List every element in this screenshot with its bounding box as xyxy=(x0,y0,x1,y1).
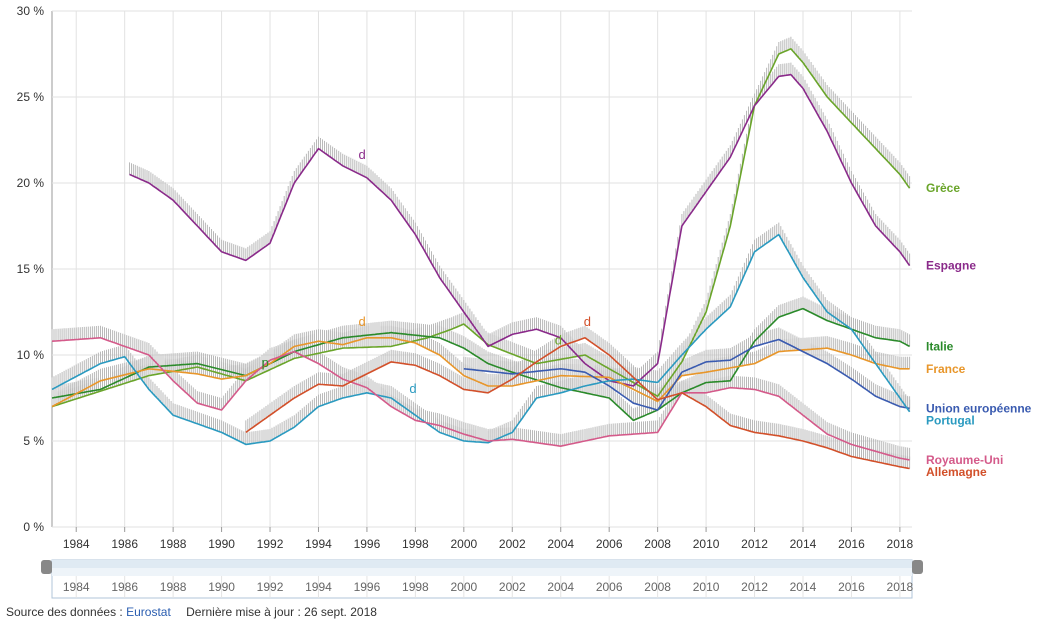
x-tick-label-1996: 1996 xyxy=(354,537,381,551)
legend-gr-ce[interactable]: Grèce xyxy=(926,181,960,195)
navigator-tick-label-2010: 2010 xyxy=(693,580,720,594)
legend-portugal[interactable]: Portugal xyxy=(926,413,975,427)
legend-italie[interactable]: Italie xyxy=(926,339,954,353)
navigator-tick-label-1988: 1988 xyxy=(160,580,187,594)
legend-union-europ-enne[interactable]: Union européenne xyxy=(926,401,1032,415)
navigator-tick-label-2000: 2000 xyxy=(450,580,477,594)
x-axis: 1984 1986 1988 1990 1992 1994 1996 1998 2000 2002… xyxy=(63,527,914,551)
annotation-5: p xyxy=(262,355,269,370)
legend-espagne[interactable]: Espagne xyxy=(926,259,976,273)
x-tick-label-1986: 1986 xyxy=(111,537,138,551)
line-gr-ce[interactable] xyxy=(51,48,911,408)
navigator-tick-label-2014: 2014 xyxy=(790,580,817,594)
y-tick-label-20: 20 % xyxy=(17,176,45,190)
navigator-right-handle[interactable] xyxy=(912,560,923,574)
source-link[interactable]: Eurostat xyxy=(126,605,171,619)
navigator-scrollbar-track[interactable] xyxy=(52,560,912,568)
navigator-tick-label-2008: 2008 xyxy=(644,580,671,594)
x-tick-label-1992: 1992 xyxy=(257,537,284,551)
navigator-tick-label-1996: 1996 xyxy=(354,580,381,594)
navigator-tick-label-1992: 1992 xyxy=(257,580,284,594)
x-tick-label-1994: 1994 xyxy=(305,537,332,551)
navigator-tick-label-1984: 1984 xyxy=(63,580,90,594)
legend-allemagne[interactable]: Allemagne xyxy=(926,465,987,479)
navigator-tick-label-1994: 1994 xyxy=(305,580,332,594)
line-royaume-uni[interactable] xyxy=(51,337,910,461)
x-tick-label-2010: 2010 xyxy=(693,537,720,551)
legend[interactable]: Grèce Espagne Italie France Union européenne… xyxy=(926,181,1032,479)
navigator-tick-label-2004: 2004 xyxy=(547,580,574,594)
navigator-tick-label-2018: 2018 xyxy=(887,580,914,594)
navigator-tick-label-1990: 1990 xyxy=(208,580,235,594)
y-tick-label-30: 30 % xyxy=(17,4,45,18)
annotations: d d d d d p xyxy=(262,147,591,396)
line-portugal[interactable] xyxy=(51,233,911,446)
x-tick-label-2016: 2016 xyxy=(838,537,865,551)
annotation-0: d xyxy=(358,147,365,162)
annotation-4: d xyxy=(409,381,416,396)
x-tick-label-1988: 1988 xyxy=(160,537,187,551)
band-allemagne xyxy=(245,325,911,469)
x-tick-label-1998: 1998 xyxy=(402,537,429,551)
x-tick-label-2008: 2008 xyxy=(644,537,671,551)
x-tick-label-2018: 2018 xyxy=(887,537,914,551)
navigator-tick-label-2016: 2016 xyxy=(838,580,865,594)
x-tick-label-2002: 2002 xyxy=(499,537,526,551)
navigator-tick-label-2002: 2002 xyxy=(499,580,526,594)
annotation-3: d xyxy=(555,333,562,348)
y-axis: 0 % 5 % 10 % 15 % 20 % 25 % 30 % xyxy=(17,4,45,534)
legend-france[interactable]: France xyxy=(926,362,966,376)
y-tick-label-25: 25 % xyxy=(17,90,45,104)
navigator-selected-range xyxy=(52,568,912,576)
line-italie[interactable] xyxy=(51,307,910,422)
line-france[interactable] xyxy=(51,337,910,408)
x-tick-label-1990: 1990 xyxy=(208,537,235,551)
line-espagne[interactable] xyxy=(129,73,911,387)
x-tick-label-2006: 2006 xyxy=(596,537,623,551)
y-tick-label-5: 5 % xyxy=(23,434,44,448)
navigator-tick-label-2006: 2006 xyxy=(596,580,623,594)
x-tick-label-2004: 2004 xyxy=(547,537,574,551)
y-tick-label-15: 15 % xyxy=(17,262,45,276)
annotation-1: d xyxy=(358,314,365,329)
last-update: Dernière mise à jour : 26 sept. 2018 xyxy=(186,605,377,619)
x-tick-label-2012: 2012 xyxy=(741,537,768,551)
source-label: Source des données : xyxy=(6,605,123,619)
footer: Source des données : Eurostat Dernière m… xyxy=(6,605,377,619)
line-union-europ-enne[interactable] xyxy=(463,338,910,411)
legend-royaume-uni[interactable]: Royaume-Uni xyxy=(926,453,1003,467)
line-allemagne[interactable] xyxy=(245,337,910,470)
chart-background xyxy=(0,0,1059,600)
y-tick-label-0: 0 % xyxy=(23,520,44,534)
unemployment-chart: 0 %5 %10 %15 %20 %25 %30 % 1984 1986 1988 1… xyxy=(0,0,1059,600)
x-tick-label-1984: 1984 xyxy=(63,537,90,551)
x-tick-label-2014: 2014 xyxy=(790,537,817,551)
navigator-tick-label-2012: 2012 xyxy=(741,580,768,594)
y-tick-label-10: 10 % xyxy=(17,348,45,362)
navigator-tick-label-1998: 1998 xyxy=(402,580,429,594)
x-tick-label-2000: 2000 xyxy=(450,537,477,551)
range-navigator[interactable]: 1984 1986 1988 1990 1992 1994 1996 1998 2000 2002… xyxy=(41,559,923,599)
navigator-tick-label-1986: 1986 xyxy=(111,580,138,594)
navigator-left-handle[interactable] xyxy=(41,560,52,574)
series-lines[interactable] xyxy=(51,48,911,470)
annotation-2: d xyxy=(584,314,591,329)
